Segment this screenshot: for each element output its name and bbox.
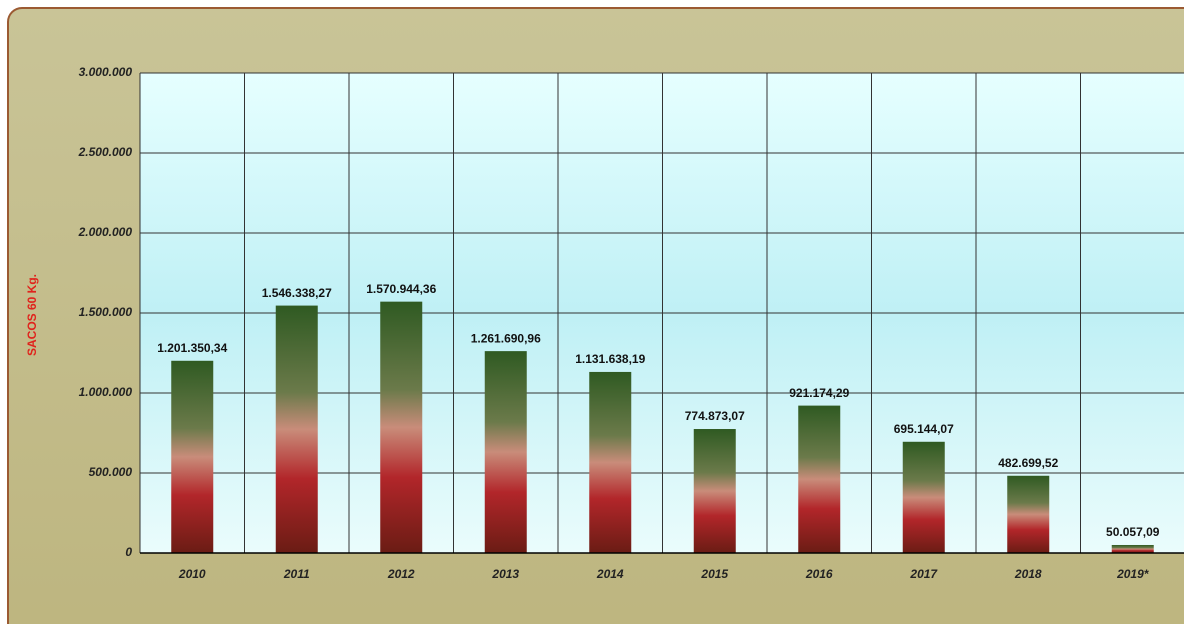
y-tick-label: 500.000	[89, 465, 133, 479]
value-label: 1.201.350,34	[157, 341, 227, 355]
y-tick-label: 1.000.000	[79, 385, 133, 399]
value-label: 774.873,07	[685, 409, 745, 423]
y-tick-label: 2.000.000	[78, 225, 133, 239]
bar	[171, 361, 213, 553]
y-tick-label: 3.000.000	[79, 65, 133, 79]
bar	[1112, 545, 1154, 553]
bar	[380, 302, 422, 553]
y-axis-label: SACOS 60 Kg.	[25, 274, 39, 356]
value-label: 921.174,29	[789, 386, 849, 400]
value-label: 695.144,07	[894, 422, 954, 436]
y-tick-label: 2.500.000	[78, 145, 133, 159]
bar	[276, 306, 318, 553]
value-label: 1.570.944,36	[366, 282, 436, 296]
x-tick-label: 2010	[178, 567, 206, 581]
x-tick-label: 2015	[700, 567, 728, 581]
value-label: 1.261.690,96	[471, 331, 541, 345]
x-tick-label: 2019*	[1116, 567, 1150, 581]
x-tick-label: 2013	[491, 567, 519, 581]
bar	[589, 372, 631, 553]
y-tick-label: 0	[125, 545, 132, 559]
x-tick-label: 2014	[596, 567, 624, 581]
value-label: 1.131.638,19	[575, 352, 645, 366]
bar	[903, 442, 945, 553]
x-tick-label: 2012	[387, 567, 415, 581]
bar	[1007, 476, 1049, 553]
y-tick-label: 1.500.000	[79, 305, 133, 319]
x-tick-label: 2017	[909, 567, 938, 581]
bar	[694, 429, 736, 553]
bar	[798, 406, 840, 553]
bar	[485, 351, 527, 553]
value-label: 482.699,52	[998, 456, 1058, 470]
value-label: 1.546.338,27	[262, 286, 332, 300]
chart: SACOS 60 Kg. 0 500.000 1.000.000 1.500.000 2…	[0, 0, 1184, 624]
x-tick-label: 2016	[805, 567, 833, 581]
x-tick-label: 2011	[283, 567, 310, 581]
value-label: 50.057,09	[1106, 525, 1160, 539]
x-tick-label: 2018	[1014, 567, 1042, 581]
